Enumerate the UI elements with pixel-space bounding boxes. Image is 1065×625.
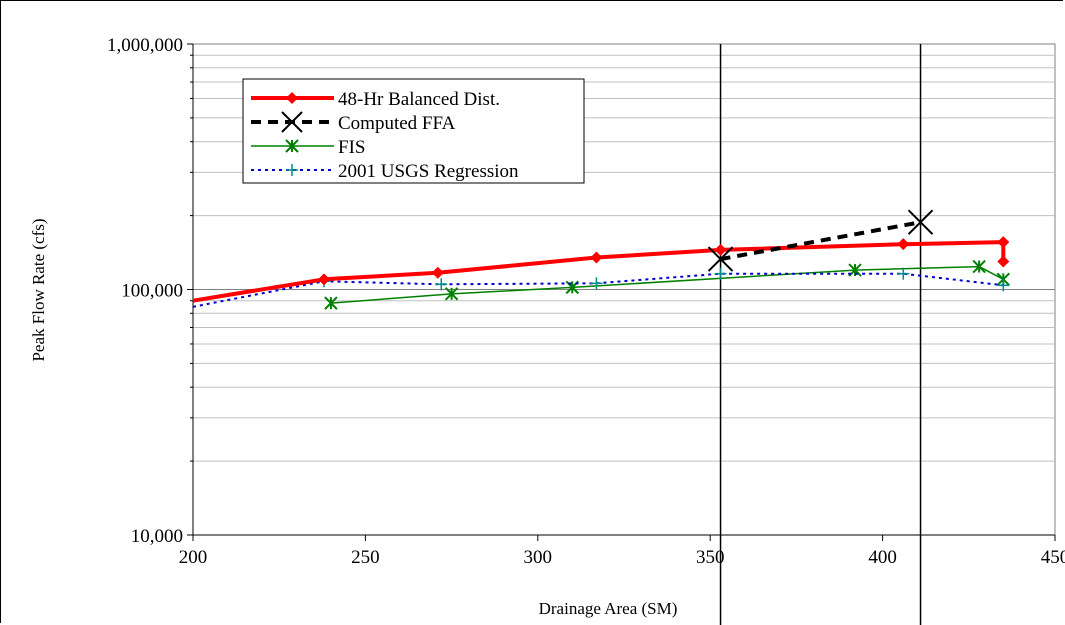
data-point-marker: [281, 111, 303, 133]
x-tick-label: 250: [351, 547, 380, 568]
data-point-marker: [997, 279, 1010, 292]
data-point-marker: [324, 296, 338, 310]
data-point-marker: [444, 287, 459, 301]
data-point-marker: [907, 209, 934, 235]
x-tick-label: 350: [696, 547, 725, 568]
y-tick-label: 10,000: [131, 526, 183, 547]
tick-labels: 200 250 300 350 400 450 10,000 100,000 1,000,000: [107, 35, 1065, 568]
data-point-marker: [897, 238, 910, 251]
legend-entry: 48-Hr Balanced Dist.: [251, 89, 500, 110]
series-layer: [192, 209, 1010, 310]
data-point-marker: [714, 243, 727, 256]
gridlines: [187, 43, 1056, 541]
legend-entry: 2001 USGS Regression: [251, 161, 519, 182]
data-point-marker: [590, 251, 603, 264]
series-line: [192, 240, 1006, 303]
data-point-marker: [997, 255, 1010, 268]
data-point-marker: [318, 273, 331, 286]
data-point-marker: [285, 139, 299, 153]
data-point-marker: [707, 246, 734, 272]
x-tick-label: 400: [868, 547, 897, 568]
legend-label: 2001 USGS Regression: [338, 161, 519, 182]
data-point-marker: [286, 92, 298, 104]
series-line: [330, 265, 1004, 304]
legend-label: 48-Hr Balanced Dist.: [338, 89, 500, 110]
data-point-marker: [897, 267, 910, 280]
x-tick-label: 200: [179, 547, 208, 568]
legend-label: Computed FFA: [338, 113, 456, 134]
y-tick-label: 100,000: [121, 281, 183, 302]
data-point-marker: [972, 259, 986, 274]
legend-label: FIS: [338, 137, 365, 158]
data-point-marker: [590, 277, 603, 290]
x-tick-label: 450: [1041, 547, 1065, 568]
data-point-marker: [286, 164, 298, 176]
series-computed-ffa: [707, 209, 934, 272]
data-point-marker: [435, 278, 448, 291]
x-axis-title: Drainage Area (SM): [539, 599, 678, 618]
legend-entry: Computed FFA: [251, 111, 456, 134]
data-point-marker: [714, 267, 727, 280]
legend-entry: FIS: [251, 137, 365, 158]
data-point-marker: [997, 236, 1010, 249]
legend: 48-Hr Balanced Dist. Computed FFA FIS 2001 …: [242, 78, 585, 184]
series-48-hr-balanced-dist-: [192, 236, 1010, 303]
reference-vertical-lines: [719, 44, 922, 625]
y-tick-label: 1,000,000: [107, 35, 183, 56]
x-tick-label: 300: [524, 547, 553, 568]
y-axis-title: Peak Flow Rate (cfs): [29, 218, 48, 361]
data-point-marker: [431, 266, 444, 279]
